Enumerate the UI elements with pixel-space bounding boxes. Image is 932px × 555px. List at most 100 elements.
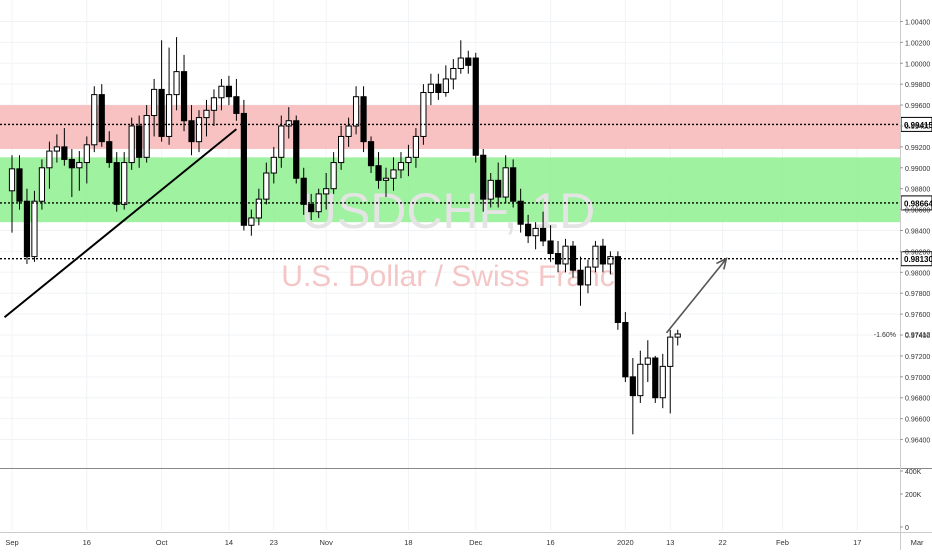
candle[interactable] bbox=[128, 117, 135, 170]
price-axis[interactable]: 1.00400 1.00200 1.00000 0.99800 0.99600 0.994… bbox=[874, 19, 931, 444]
time-axis[interactable]: Sep 16 Oct 14 23 Nov 18 Dec 16 2020 13 22 Feb 17 Mar bbox=[5, 538, 924, 547]
candle[interactable] bbox=[450, 59, 457, 90]
candle[interactable] bbox=[397, 152, 405, 179]
trendline[interactable] bbox=[3, 128, 238, 319]
candle[interactable] bbox=[539, 211, 547, 247]
candle[interactable] bbox=[435, 73, 442, 100]
candle[interactable] bbox=[442, 65, 449, 97]
candle[interactable] bbox=[412, 128, 420, 168]
candle[interactable] bbox=[622, 312, 629, 383]
candle[interactable] bbox=[352, 86, 360, 135]
projection-arrow[interactable] bbox=[665, 258, 727, 334]
candle[interactable] bbox=[300, 167, 307, 215]
candle[interactable] bbox=[659, 353, 666, 409]
candle-body-up bbox=[457, 57, 464, 69]
candle[interactable] bbox=[465, 50, 472, 74]
candle[interactable] bbox=[375, 152, 382, 189]
candle[interactable] bbox=[91, 86, 98, 153]
candle[interactable] bbox=[367, 136, 375, 174]
candle[interactable] bbox=[405, 144, 412, 177]
candle[interactable] bbox=[173, 37, 180, 111]
candle[interactable] bbox=[584, 259, 592, 294]
candle[interactable] bbox=[599, 238, 607, 273]
candle[interactable] bbox=[203, 99, 210, 137]
candle[interactable] bbox=[614, 251, 621, 330]
candle[interactable] bbox=[121, 152, 128, 210]
candle[interactable] bbox=[143, 105, 150, 163]
candle[interactable] bbox=[592, 240, 599, 273]
candle[interactable] bbox=[225, 75, 233, 106]
candle[interactable] bbox=[210, 89, 218, 126]
candles[interactable] bbox=[8, 37, 681, 435]
candle[interactable] bbox=[106, 131, 113, 168]
candle[interactable] bbox=[68, 148, 75, 198]
candle[interactable] bbox=[165, 47, 173, 145]
candle[interactable] bbox=[255, 188, 262, 226]
candle[interactable] bbox=[285, 107, 292, 139]
candle[interactable] bbox=[151, 78, 158, 137]
candle[interactable] bbox=[360, 86, 367, 153]
candle[interactable] bbox=[61, 128, 68, 166]
candle[interactable] bbox=[637, 350, 644, 403]
levels[interactable]: 0.99415 0.98664 0.98130 bbox=[0, 116, 932, 267]
candle[interactable] bbox=[345, 117, 352, 147]
candle[interactable] bbox=[577, 256, 584, 306]
candle-body-up bbox=[210, 97, 218, 111]
candle[interactable] bbox=[495, 162, 502, 208]
candle[interactable] bbox=[674, 329, 681, 346]
candle-body-down bbox=[308, 203, 315, 213]
candle[interactable] bbox=[248, 209, 255, 236]
candle[interactable] bbox=[240, 99, 247, 231]
candle[interactable] bbox=[644, 340, 651, 383]
candle[interactable] bbox=[525, 214, 532, 244]
candle[interactable] bbox=[510, 159, 517, 208]
candle[interactable] bbox=[113, 152, 120, 212]
candle[interactable] bbox=[218, 78, 225, 111]
candle[interactable] bbox=[480, 148, 487, 212]
candle[interactable] bbox=[233, 78, 240, 121]
candle[interactable] bbox=[532, 222, 539, 250]
candle[interactable] bbox=[667, 329, 674, 414]
drawings[interactable] bbox=[3, 128, 728, 334]
candle[interactable] bbox=[38, 159, 46, 210]
candle[interactable] bbox=[136, 115, 143, 168]
candle[interactable] bbox=[629, 358, 636, 435]
candle[interactable] bbox=[98, 84, 105, 147]
candle[interactable] bbox=[16, 155, 23, 210]
candle[interactable] bbox=[420, 84, 427, 145]
candle-body-down bbox=[525, 223, 532, 237]
candle[interactable] bbox=[293, 115, 300, 184]
candle[interactable] bbox=[330, 152, 337, 194]
candle[interactable] bbox=[390, 157, 397, 191]
candle[interactable] bbox=[562, 238, 569, 273]
candle[interactable] bbox=[517, 188, 524, 233]
candle[interactable] bbox=[83, 136, 90, 184]
candle[interactable] bbox=[323, 173, 330, 210]
candle[interactable] bbox=[652, 355, 659, 403]
candle[interactable] bbox=[502, 155, 509, 204]
candle[interactable] bbox=[472, 52, 479, 163]
candle[interactable] bbox=[31, 190, 38, 262]
candle[interactable] bbox=[457, 40, 464, 74]
candle[interactable] bbox=[188, 105, 195, 156]
candle[interactable] bbox=[180, 54, 188, 132]
candle-body-up bbox=[165, 94, 173, 137]
candle-body-down bbox=[225, 85, 233, 98]
candle[interactable] bbox=[547, 225, 554, 262]
candle[interactable] bbox=[338, 125, 345, 170]
candle[interactable] bbox=[308, 193, 315, 221]
candle[interactable] bbox=[382, 167, 390, 198]
candle[interactable] bbox=[195, 110, 203, 153]
candle[interactable] bbox=[270, 146, 277, 184]
candle[interactable] bbox=[46, 141, 53, 189]
candle[interactable] bbox=[53, 134, 60, 163]
candle[interactable] bbox=[8, 155, 16, 233]
candle[interactable] bbox=[23, 188, 31, 264]
candle[interactable] bbox=[263, 162, 270, 205]
candle[interactable] bbox=[427, 73, 434, 106]
candle[interactable] bbox=[487, 173, 494, 208]
candle[interactable] bbox=[607, 251, 614, 275]
candle[interactable] bbox=[76, 151, 83, 191]
